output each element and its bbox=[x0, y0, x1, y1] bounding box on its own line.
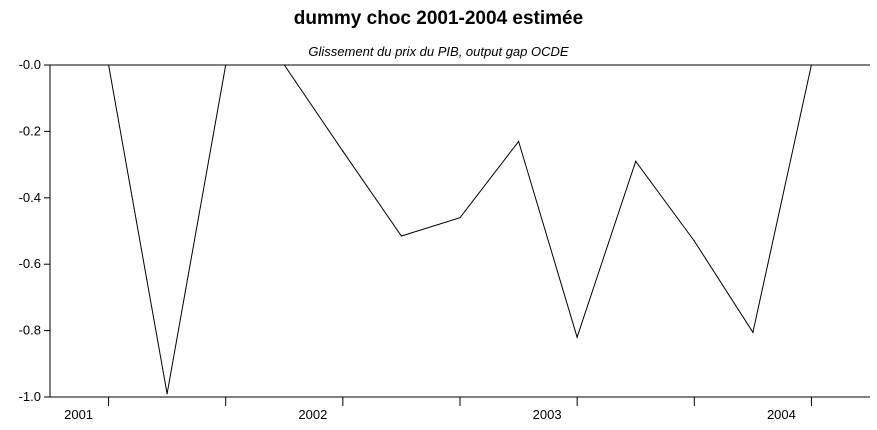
x-tick-label: 2001 bbox=[64, 407, 93, 422]
data-point bbox=[166, 393, 168, 395]
x-axis: 2001 2002 2003 2004 bbox=[64, 397, 812, 422]
chart-subtitle: Glissement du prix du PIB, output gap OC… bbox=[308, 44, 569, 59]
x-tick-label: 2004 bbox=[767, 407, 796, 422]
series-group bbox=[107, 64, 813, 395]
x-tick-label: 2003 bbox=[533, 407, 562, 422]
data-point bbox=[225, 64, 227, 66]
y-tick-label: -0.6 bbox=[19, 256, 41, 271]
x-tick-label: 2002 bbox=[298, 407, 327, 422]
y-tick-label: -1.0 bbox=[19, 389, 41, 404]
series-line bbox=[108, 64, 812, 394]
data-point bbox=[107, 64, 110, 66]
data-point bbox=[517, 140, 520, 142]
data-point bbox=[283, 64, 285, 66]
data-point bbox=[752, 331, 754, 333]
data-point bbox=[810, 64, 813, 66]
data-point bbox=[635, 160, 637, 162]
y-tick-label: -0.0 bbox=[19, 57, 41, 72]
y-axis: -0.0 -0.2 -0.4 -0.6 -0.8 -1.0 bbox=[19, 57, 50, 404]
data-point bbox=[576, 336, 578, 338]
plot-frame bbox=[49, 64, 870, 398]
chart-title: dummy choc 2001-2004 estimée bbox=[293, 8, 584, 29]
data-point bbox=[459, 217, 461, 219]
y-tick-label: -0.8 bbox=[19, 323, 41, 338]
data-point bbox=[400, 235, 403, 237]
data-point bbox=[342, 150, 344, 152]
data-point bbox=[693, 240, 695, 242]
y-tick-label: -0.2 bbox=[19, 123, 41, 138]
y-tick-label: -0.4 bbox=[19, 190, 41, 205]
